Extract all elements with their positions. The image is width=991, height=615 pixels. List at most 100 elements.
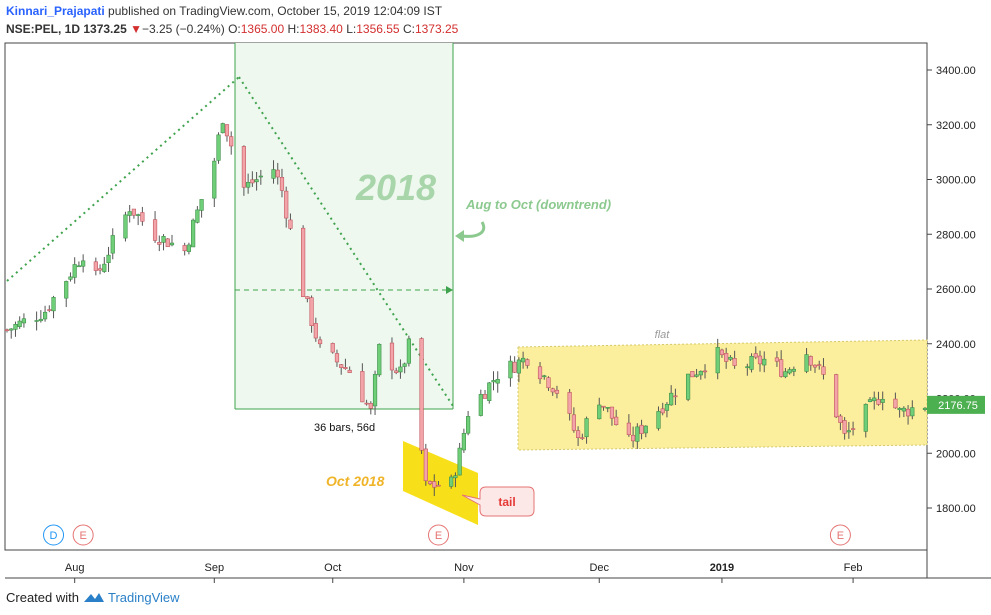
candle [305, 296, 310, 303]
candle [542, 374, 547, 380]
candle [271, 160, 276, 184]
x-tick-label: Sep [205, 562, 225, 574]
y-tick-label: 2600.00 [936, 284, 976, 296]
candle [21, 313, 27, 328]
tradingview-brand[interactable]: TradingView [108, 590, 180, 605]
candle [779, 350, 784, 378]
candle [850, 421, 856, 436]
candle [685, 373, 691, 402]
x-tick-label: 2019 [710, 562, 734, 574]
earnings-marker[interactable]: E [829, 524, 851, 546]
candle [182, 242, 187, 256]
annotations-layer: 2018 Aug to Oct (downtrend) 36 bars, 56d… [314, 167, 670, 517]
date-range-box[interactable] [235, 43, 453, 409]
candle [605, 407, 610, 413]
candle [246, 173, 251, 194]
last-price-badge: 2176.75 [927, 395, 985, 414]
time-axis[interactable]: Aug Sep Oct Nov Dec 2019 Feb [65, 562, 863, 583]
candle [47, 305, 52, 313]
symbol-label: NSE:PEL, 1D [6, 22, 81, 36]
candle [804, 348, 809, 374]
candle [880, 391, 885, 411]
candle [402, 362, 407, 374]
x-tick-label: Feb [844, 562, 863, 574]
earnings-marker[interactable]: E [72, 524, 94, 546]
open-label: O: [228, 22, 241, 36]
candle [241, 145, 247, 196]
candle [157, 235, 162, 252]
candle [42, 305, 48, 322]
candle [910, 400, 915, 420]
footer: Created with TradingView [6, 590, 180, 605]
price-axis[interactable]: 3400.00 3200.00 3000.00 2800.00 2600.00 2400.… [927, 65, 976, 515]
close-value: 1373.25 [414, 22, 459, 36]
svg-text:E: E [79, 530, 86, 542]
earnings-marker[interactable]: E [428, 524, 450, 546]
x-tick-label: Oct [324, 562, 341, 574]
candle [749, 353, 754, 373]
tail-callout[interactable]: tail [461, 486, 535, 517]
candle [127, 204, 132, 223]
candle [631, 426, 636, 448]
candle [394, 367, 399, 375]
candle [81, 254, 86, 273]
tradingview-logo-icon[interactable] [83, 590, 108, 605]
y-tick-label: 3000.00 [936, 175, 976, 187]
candles-layer [4, 122, 928, 497]
uptrend-line[interactable] [6, 76, 240, 282]
candle [893, 392, 898, 409]
dividend-marker[interactable]: D [43, 524, 65, 546]
candle [643, 425, 648, 438]
candle [669, 385, 674, 406]
candle [216, 132, 221, 164]
curved-arrow-icon [455, 221, 486, 242]
candle [275, 162, 280, 185]
x-tick-label: Aug [65, 562, 85, 574]
candle [406, 335, 411, 367]
candle [478, 389, 483, 417]
oct-flag-shape[interactable] [403, 441, 478, 525]
candle [576, 426, 581, 446]
low-label: L: [346, 22, 357, 36]
candle [817, 360, 822, 370]
change-value: −3.25 (−0.24%) [141, 22, 225, 36]
candle [372, 370, 378, 415]
candle [152, 211, 158, 243]
candle [466, 410, 471, 436]
candle [872, 391, 877, 410]
author-name[interactable]: Kinnari_Prajapati [6, 4, 105, 18]
y-tick-label: 3400.00 [936, 65, 976, 77]
candle [715, 338, 720, 380]
high-label: H: [287, 22, 300, 36]
candle [76, 261, 82, 268]
candle [584, 416, 589, 444]
candle [732, 350, 737, 369]
candle [516, 357, 521, 383]
candle [131, 208, 137, 219]
candle [229, 131, 234, 155]
candle [694, 368, 699, 378]
candle [423, 443, 428, 486]
candle [838, 414, 843, 431]
candle [525, 358, 530, 369]
publish-line: Kinnari_Prajapati published on TradingVi… [6, 4, 442, 18]
y-tick-label: 2000.00 [936, 448, 976, 460]
candle [728, 355, 733, 361]
y-tick-label: 1800.00 [936, 503, 976, 515]
down-arrow-icon: ▼ [130, 22, 142, 36]
candle [364, 399, 369, 406]
candle [427, 480, 433, 486]
candle [626, 414, 631, 437]
last-price: 1373.25 [83, 22, 127, 36]
candle [745, 363, 750, 376]
candle [664, 402, 670, 418]
candle [254, 171, 259, 191]
candle [724, 347, 729, 369]
candle [609, 406, 615, 426]
bars-count-label: 36 bars, 56d [314, 422, 375, 434]
candle [360, 363, 365, 403]
candle [284, 186, 289, 228]
candle [64, 280, 69, 308]
